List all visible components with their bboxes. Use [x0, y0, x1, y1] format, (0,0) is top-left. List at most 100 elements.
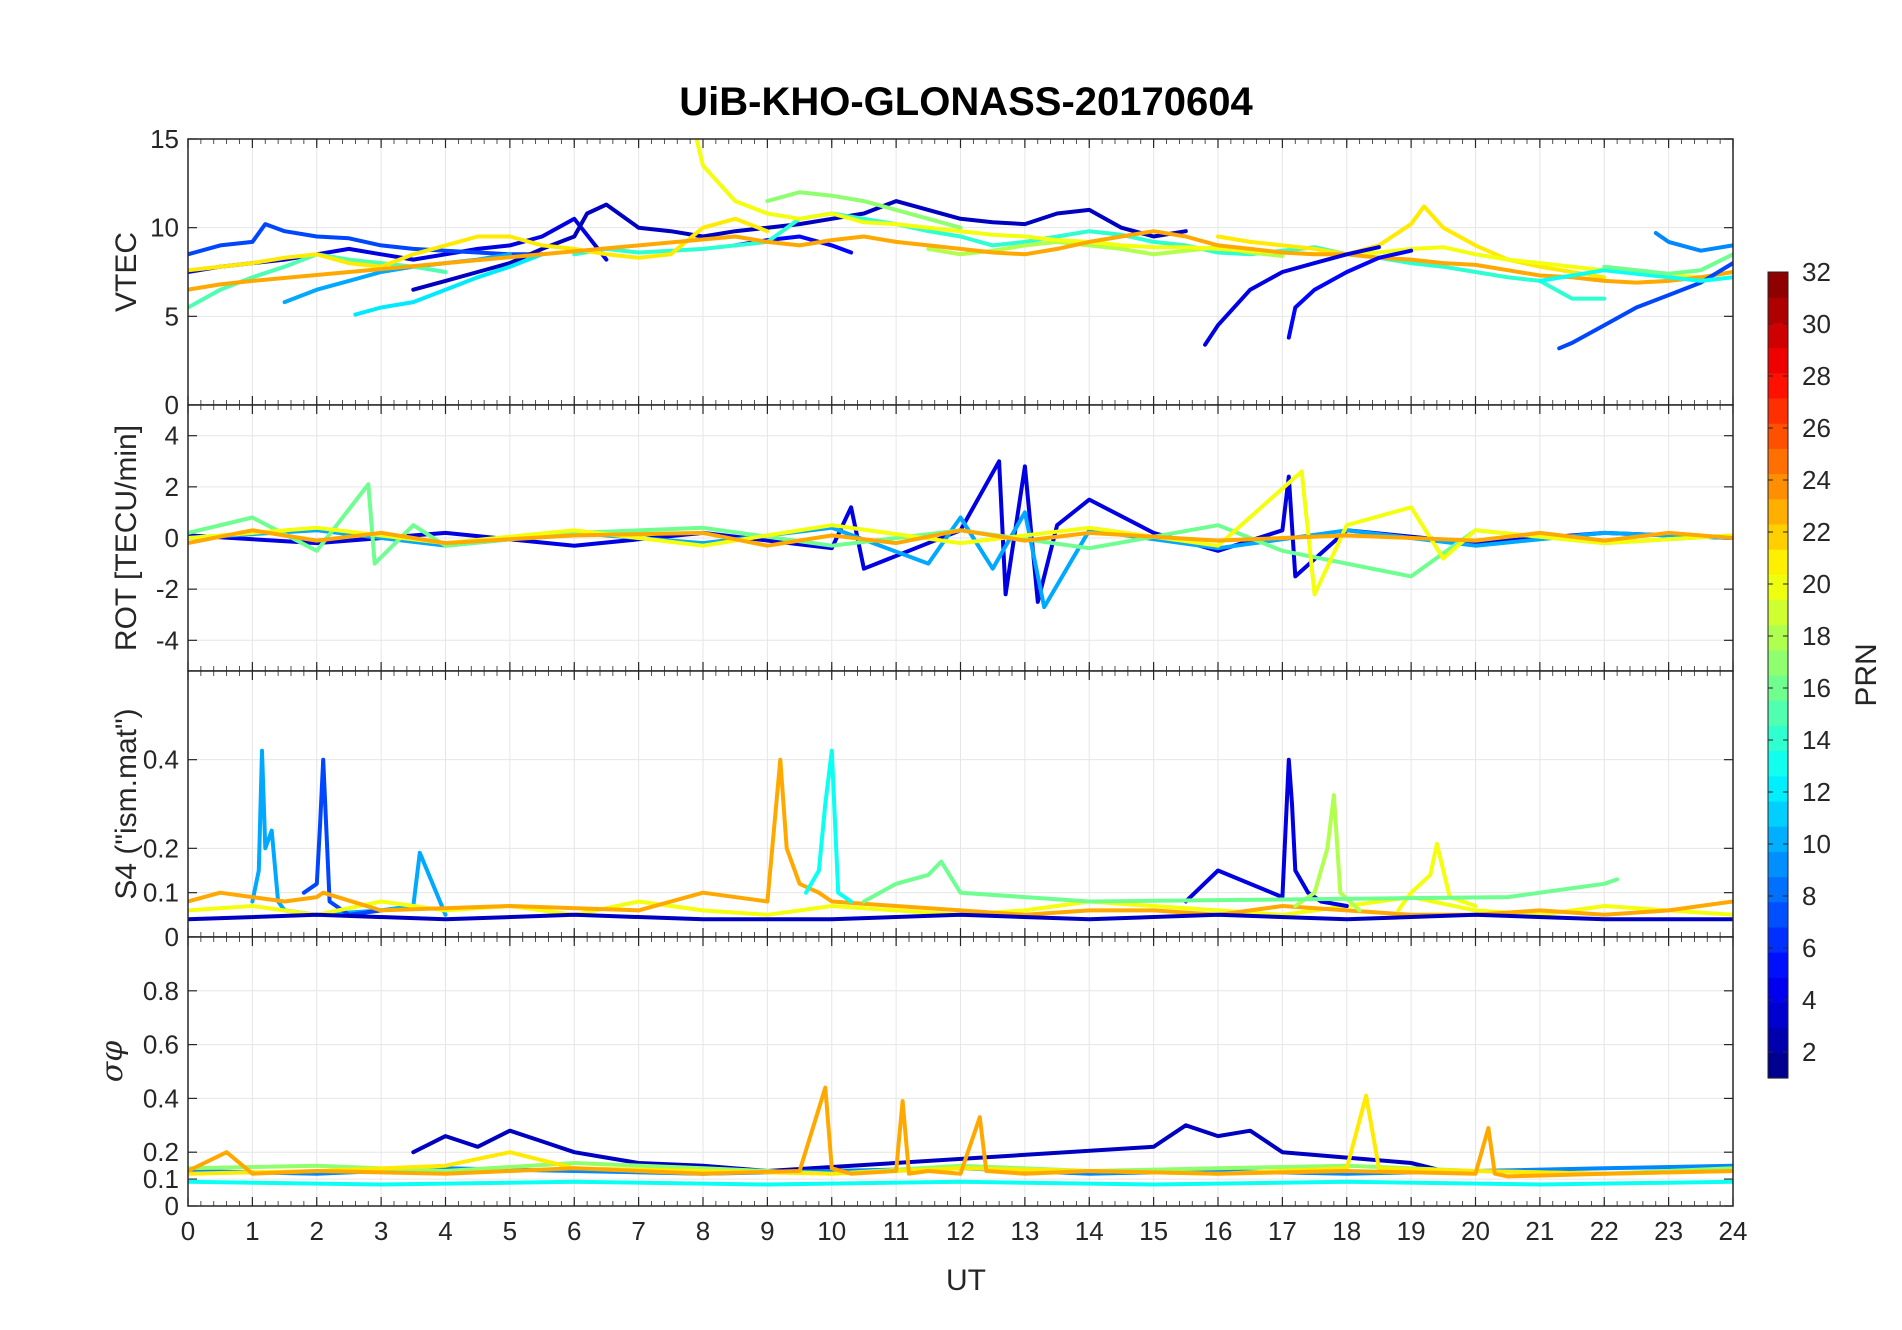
x-tick-label: 22: [1590, 1216, 1619, 1246]
colorbar-tick-label: 4: [1802, 985, 1816, 1015]
series-line-prn-21: [1216, 204, 1607, 280]
colorbar-tick-label: 2: [1802, 1037, 1816, 1067]
colorbar-segment: [1768, 448, 1788, 475]
x-tick-label: 24: [1719, 1216, 1748, 1246]
colorbar-segment: [1768, 523, 1788, 550]
y-tick-label: 0.1: [143, 878, 179, 908]
panel-sigma_phi: 00.10.2 0.4 0.6 0.8 σφ: [95, 936, 1734, 1221]
series-group: [188, 748, 1733, 922]
colorbar-segment: [1768, 851, 1788, 878]
series-line-prn-4: [1203, 245, 1381, 347]
colorbar-segment: [1768, 800, 1788, 827]
y-tick-label: 0.1: [143, 1164, 179, 1194]
colorbar-segment: [1768, 423, 1788, 449]
colorbar-tick-label: 28: [1802, 361, 1831, 391]
y-tick-label: 0: [165, 390, 179, 420]
y-tick-label: 0.4: [143, 745, 179, 775]
colorbar-tick-label: 26: [1802, 413, 1831, 443]
series-line-prn-17: [765, 190, 963, 230]
x-tick-label: 1: [245, 1216, 259, 1246]
panel-frame: [187, 936, 1734, 1207]
series-line-prn-5: [1286, 248, 1414, 340]
colorbar-tick-label: 10: [1802, 829, 1831, 859]
y-tick-label: 0: [165, 523, 179, 553]
colorbar-segment: [1768, 397, 1788, 424]
series-line-prn-7: [188, 222, 545, 257]
colorbar-segment: [1768, 599, 1788, 626]
series-line-prn-23: [188, 1085, 1733, 1179]
x-tick-label: 4: [438, 1216, 452, 1246]
y-tick-label: 15: [150, 124, 179, 154]
x-tick-label: 3: [374, 1216, 388, 1246]
series-line-prn-13: [804, 748, 854, 904]
series-line-prn-13: [1537, 268, 1733, 283]
y-axis-label: σφ: [95, 1041, 130, 1082]
x-tick-label: 15: [1139, 1216, 1168, 1246]
x-tick-label: 16: [1204, 1216, 1233, 1246]
panel-vtec: 0 5 10 15 VTEC: [110, 124, 1734, 420]
x-tick-label: 9: [760, 1216, 774, 1246]
series-group: [188, 1085, 1733, 1187]
colorbar-frame: [1767, 271, 1789, 1079]
colorbar-segment: [1768, 876, 1788, 903]
colorbar-tick-label: 8: [1802, 881, 1816, 911]
colorbar-segment: [1768, 347, 1788, 374]
series-line-prn-21: [188, 1093, 1733, 1176]
y-tick-label: 0.2: [143, 833, 179, 863]
colorbar-segment: [1768, 700, 1788, 726]
series-group: [188, 459, 1733, 610]
series-line-prn-12: [353, 252, 545, 317]
y-axis-label: ROT [TECU/min]: [110, 425, 143, 651]
x-tick-label: 12: [946, 1216, 975, 1246]
series-line-prn-20: [694, 139, 1733, 280]
colorbar-segment: [1768, 952, 1788, 978]
series-line-prn-9: [1653, 231, 1733, 253]
colorbar-segment: [1768, 775, 1788, 802]
y-tick-label: 0.8: [143, 976, 179, 1006]
y-tick-label: -4: [156, 625, 179, 655]
colorbar-segment: [1768, 649, 1788, 676]
colorbar-tick-label: 12: [1802, 777, 1831, 807]
y-tick-label: 0.6: [143, 1030, 179, 1060]
colorbar-segment: [1768, 473, 1788, 500]
colorbar-segment: [1768, 750, 1788, 777]
colorbar-segment: [1768, 322, 1788, 349]
y-tick-label: -2: [156, 574, 179, 604]
y-axis-label: VTEC: [110, 232, 143, 312]
x-tick-label: 13: [1010, 1216, 1039, 1246]
series-line-prn-23: [188, 528, 1733, 548]
colorbar-tick-label: 16: [1802, 673, 1831, 703]
colorbar-segment: [1768, 725, 1788, 752]
y-tick-label: 5: [165, 301, 179, 331]
series-line-prn-13: [188, 1179, 1733, 1187]
x-tick-label: 10: [817, 1216, 846, 1246]
colorbar-segment: [1768, 574, 1788, 601]
x-tick-label: 21: [1525, 1216, 1554, 1246]
series-line-prn-10: [250, 748, 448, 917]
x-tick-label: 7: [631, 1216, 645, 1246]
colorbar-segment: [1768, 624, 1788, 651]
colorbar-segment: [1768, 549, 1788, 575]
y-tick-label: 0.4: [143, 1083, 179, 1113]
chart-title: UiB-KHO-GLONASS-20170604: [679, 80, 1253, 124]
panel-rot: -4 -2 0 2 4 ROT [TECU/min]: [110, 404, 1734, 672]
colorbar-segment: [1768, 901, 1788, 928]
colorbar-tick-label: 24: [1802, 465, 1831, 495]
x-tick-label: 8: [696, 1216, 710, 1246]
colorbar-segment: [1768, 977, 1788, 1004]
y-tick-label: 4: [165, 421, 179, 451]
y-tick-label: 0: [165, 1191, 179, 1221]
x-tick-label: 18: [1332, 1216, 1361, 1246]
x-tick-label: 11: [883, 1216, 910, 1246]
series-line-prn-21: [188, 216, 770, 273]
colorbar-tick-label: 32: [1802, 257, 1831, 287]
colorbar-label: PRN: [1850, 643, 1883, 706]
colorbar-tick-label: 30: [1802, 309, 1831, 339]
colorbar-segment: [1768, 675, 1788, 701]
series-line-prn-20: [188, 469, 1733, 597]
x-tick-labels: 0 1 2 3 4 5 6 7 8 9 10 11 12 13 14 15 16 17 18 19 20 21 22 23 24: [181, 1216, 1748, 1246]
series-line-prn-14: [572, 211, 1607, 301]
x-axis-label: UT: [946, 1264, 986, 1297]
